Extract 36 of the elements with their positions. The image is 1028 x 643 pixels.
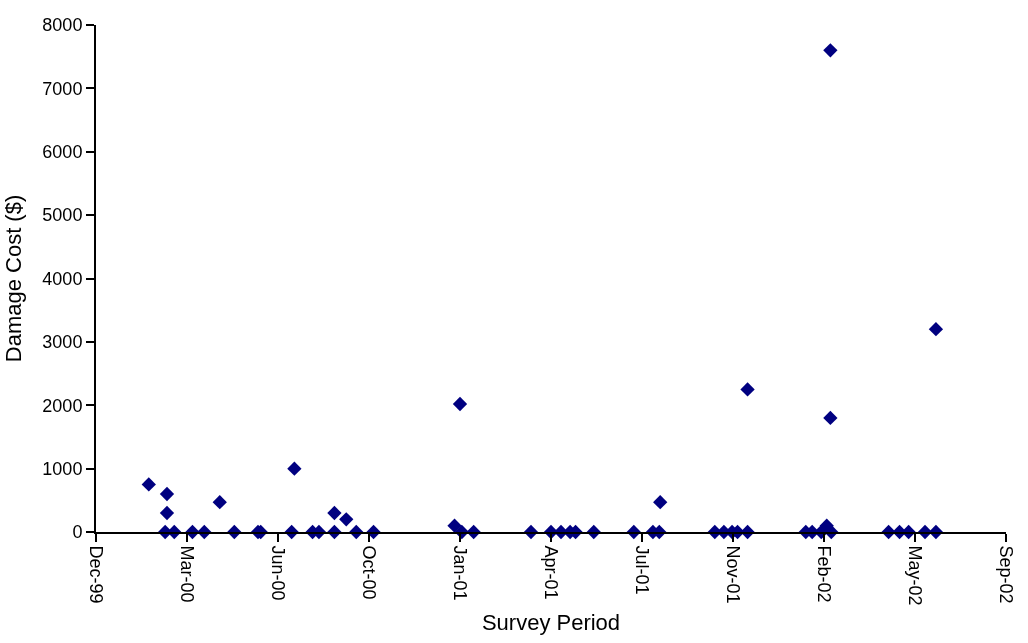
x-tick-label: Oct-00: [359, 545, 380, 600]
x-tick-label: Jun-00: [268, 545, 289, 601]
x-tick-label: Dec-99: [86, 545, 107, 604]
point: [212, 495, 227, 510]
point: [159, 486, 175, 502]
y-tick-label: 8000: [42, 15, 83, 36]
x-axis-title: Survey Period: [481, 610, 621, 636]
point: [339, 512, 354, 527]
y-tick-label: 2000: [42, 395, 83, 416]
x-tick-label: Jan-01: [450, 545, 471, 601]
point: [287, 461, 302, 476]
y-tick-label: 7000: [42, 78, 83, 99]
point: [452, 396, 468, 412]
point: [653, 495, 668, 510]
y-tick-label: 4000: [42, 268, 83, 289]
x-tick-label: May-02: [905, 545, 926, 606]
point: [447, 518, 462, 533]
x-tick-label: Jul-01: [632, 545, 653, 595]
point: [823, 410, 838, 426]
point: [159, 505, 175, 521]
x-tick-label: Mar-00: [177, 545, 198, 603]
point: [141, 477, 156, 492]
x-tick-label: Sep-02: [996, 545, 1017, 604]
y-tick-label: 5000: [42, 205, 83, 226]
point: [327, 505, 342, 521]
y-tick-label: 3000: [42, 332, 83, 353]
y-axis-title: Damage Cost ($): [0, 194, 26, 363]
y-tick-label: 1000: [42, 458, 83, 479]
y-tick-label: 0: [72, 522, 83, 543]
point: [740, 382, 755, 397]
x-tick-label: Feb-02: [814, 545, 835, 603]
point: [928, 322, 944, 337]
x-tick-label: Nov-01: [723, 545, 744, 604]
x-tick-label: Apr-01: [541, 545, 562, 600]
y-tick-label: 6000: [42, 142, 83, 163]
point: [823, 43, 838, 58]
